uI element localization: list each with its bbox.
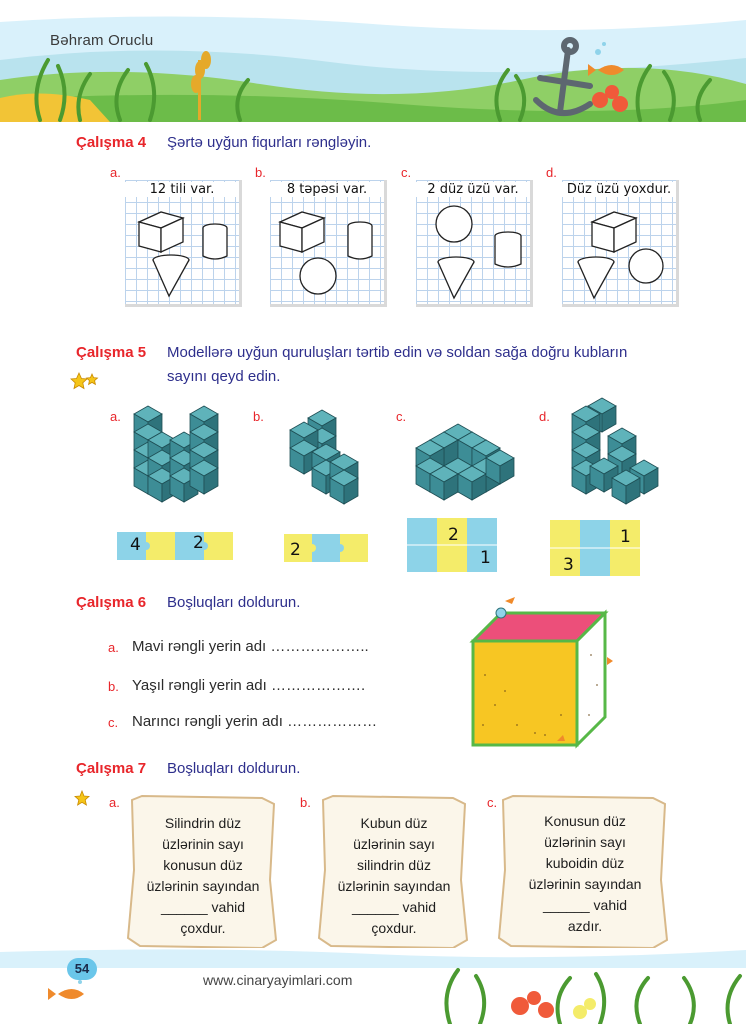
ex5-c-number-1: 2: [448, 525, 459, 545]
ex4-letter-a: a.: [110, 165, 121, 180]
ex5-b-number-1: 2: [290, 540, 301, 560]
ex5-a-number-1: 4: [130, 535, 141, 555]
ex4-card-a-label: 12 tili var.: [125, 182, 239, 197]
ex5-a-number-2: 2: [193, 533, 204, 553]
ex5-puzzle-b: [284, 534, 368, 562]
ex7-b-line-5: ______ vahid: [351, 899, 437, 915]
ex5-d-number-2: 1: [620, 527, 631, 547]
ex7-c-line-3: kuboidin düz: [545, 855, 625, 871]
ex6-letter-c: c.: [108, 715, 119, 730]
ex4-card-d-label: Düz üzü yoxdur.: [562, 182, 676, 197]
ex4-card-c-shapes: [435, 205, 522, 300]
ex5-letter-b: b.: [253, 409, 264, 424]
ex7-letter-b: b.: [300, 795, 311, 810]
ex7-b-line-6: çoxdur.: [371, 920, 417, 936]
ex5-puzzle-c: [407, 518, 497, 572]
ex6-blank-blue[interactable]: Mavi rəngli yerin adı ………………..: [132, 638, 369, 655]
ex7-c-line-5: ______ vahid: [542, 897, 628, 913]
ex4-card-b-shapes: [278, 211, 373, 295]
ex7-a-line-5: ______ vahid: [160, 899, 246, 915]
ex7-a-line-2: üzlərinin sayı: [162, 836, 244, 852]
footer-sea-illustration: [0, 948, 746, 1024]
exercise-7-instruction: Boşluqları doldurun.: [167, 760, 301, 777]
ex4-letter-d: d.: [546, 165, 557, 180]
ex7-note-c[interactable]: Konusun düz üzlərinin sayı kuboidin düz …: [505, 811, 665, 937]
ex7-c-line-6: azdır.: [567, 918, 603, 934]
exercise-5-title: Çalışma 5: [76, 344, 147, 361]
page-footer: [0, 948, 746, 1024]
author-name: Bəhram Oruclu: [50, 32, 154, 49]
exercise-4-instruction: Şərtə uyğun fiqurları rəngləyin.: [167, 134, 372, 151]
exercise-7-title: Çalışma 7: [76, 760, 147, 777]
ex7-b-line-1: Kubun düz: [360, 815, 428, 831]
ex7-a-line-6: çoxdur.: [180, 920, 226, 936]
ex7-a-line-4: üzlərinin sayından: [146, 878, 260, 894]
ex7-letter-a: a.: [109, 795, 120, 810]
exercise-5-instruction-line2: sayını qeyd edin.: [167, 368, 281, 385]
ex7-note-b[interactable]: Kubun düz üzlərinin sayı silindrin düz ü…: [324, 813, 464, 939]
ex4-card-c[interactable]: 2 düz üzü var.: [416, 180, 533, 307]
ex5-d-number-1: 3: [563, 555, 574, 575]
ex5-letter-a: a.: [110, 409, 121, 424]
publisher-website[interactable]: www.cinaryayimlari.com: [203, 972, 353, 988]
ex7-c-line-2: üzlərinin sayı: [544, 834, 626, 850]
ex4-card-a-shapes: [137, 211, 228, 298]
ex7-b-line-2: üzlərinin sayı: [353, 836, 435, 852]
ex5-c-number-2: 1: [480, 548, 491, 568]
ex5-letter-d: d.: [539, 409, 550, 424]
ex4-card-d[interactable]: Düz üzü yoxdur.: [562, 180, 679, 307]
ex5-puzzle-a: [117, 532, 233, 560]
ex7-a-line-1: Silindrin düz: [164, 815, 242, 831]
ex6-blank-orange[interactable]: Narıncı rəngli yerin adı ………………: [132, 713, 378, 730]
ex7-a-line-3: konusun düz: [163, 857, 243, 873]
difficulty-stars-icon: [70, 372, 99, 390]
ex6-letter-a: a.: [108, 640, 119, 655]
ex4-card-b[interactable]: 8 təpəsi var.: [270, 180, 387, 307]
ex7-b-line-4: üzlərinin sayından: [337, 878, 451, 894]
ex5-letter-c: c.: [396, 409, 407, 424]
exercise-5-instruction-line1: Modellərə uyğun quruluşları tərtib edin …: [167, 344, 628, 361]
ex4-card-c-label: 2 düz üzü var.: [416, 182, 530, 197]
ex4-card-d-shapes: [577, 211, 664, 300]
ex7-letter-c: c.: [487, 795, 498, 810]
page-header: [0, 0, 746, 122]
exercise-4-title: Çalışma 4: [76, 134, 147, 151]
ex4-letter-b: b.: [255, 165, 266, 180]
ex7-c-line-4: üzlərinin sayından: [528, 876, 642, 892]
ex4-card-b-label: 8 təpəsi var.: [270, 182, 384, 197]
page-number-badge: 54: [67, 958, 97, 980]
ex6-colored-cube: [469, 597, 613, 749]
ex7-note-a[interactable]: Silindrin düz üzlərinin sayı konusun düz…: [133, 813, 273, 939]
ex4-letter-c: c.: [401, 165, 412, 180]
ex6-blank-green[interactable]: Yaşıl rəngli yerin adı ……………….: [132, 677, 366, 694]
ex7-b-line-3: silindrin düz: [357, 857, 431, 873]
header-sea-illustration: [0, 0, 746, 122]
ex7-c-line-1: Konusun düz: [544, 813, 626, 829]
ex6-letter-b: b.: [108, 679, 119, 694]
exercise-6-instruction: Boşluqları doldurun.: [167, 594, 301, 611]
exercise-6-title: Çalışma 6: [76, 594, 147, 611]
ex4-card-a[interactable]: 12 tili var.: [125, 180, 242, 307]
difficulty-star-icon: [74, 790, 90, 806]
ex5-puzzle-d: [550, 520, 640, 576]
